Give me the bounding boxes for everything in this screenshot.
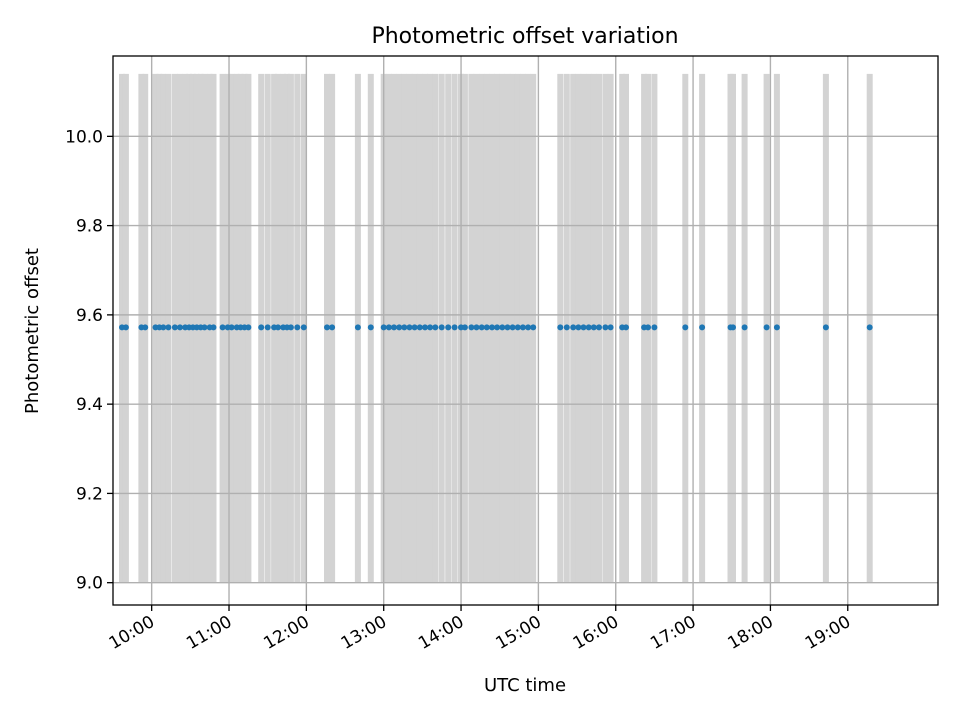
data-point: [287, 324, 294, 331]
data-point: [401, 324, 408, 331]
data-point: [380, 324, 387, 331]
x-tick-label: 14:00: [415, 612, 467, 654]
data-point: [575, 324, 582, 331]
data-point: [607, 324, 614, 331]
data-point: [416, 324, 423, 331]
data-point: [201, 324, 208, 331]
data-point: [557, 324, 564, 331]
data-point: [294, 324, 301, 331]
data-point: [122, 324, 129, 331]
data-point: [596, 324, 602, 331]
data-point: [264, 324, 271, 331]
data-point: [422, 324, 428, 331]
x-tick-label: 11:00: [183, 612, 235, 654]
data-point: [499, 324, 506, 331]
data-point: [590, 324, 597, 331]
data-point: [763, 324, 770, 331]
y-tick-label: 9.4: [76, 395, 103, 415]
data-point: [300, 324, 307, 331]
x-tick-label: 16:00: [570, 612, 622, 654]
data-point: [645, 324, 651, 331]
data-point: [468, 324, 475, 331]
data-point: [367, 324, 374, 331]
data-point: [219, 324, 226, 331]
x-tick-label: 12:00: [260, 612, 312, 654]
x-tick-label: 15:00: [492, 612, 544, 654]
data-point: [396, 324, 403, 331]
data-point: [699, 324, 706, 331]
y-tick-label: 9.2: [76, 484, 103, 504]
data-point: [258, 324, 265, 331]
x-tick-label: 13:00: [338, 612, 390, 654]
x-tick-label: 17:00: [647, 612, 699, 654]
x-tick-label: 18:00: [724, 612, 776, 654]
data-point: [160, 324, 167, 331]
grid-layer: [113, 56, 938, 605]
x-tick-label: 10:00: [106, 612, 158, 654]
data-point: [519, 324, 526, 331]
y-tick-label: 9.8: [76, 217, 103, 237]
data-point: [570, 324, 577, 331]
y-tick-label: 9.6: [76, 306, 103, 326]
data-point: [525, 324, 532, 331]
data-point: [438, 324, 445, 331]
data-point: [324, 324, 330, 331]
x-tick-label: 19:00: [802, 612, 854, 654]
data-point: [580, 324, 587, 331]
data-point: [651, 324, 658, 331]
data-point: [741, 324, 748, 331]
data-point: [773, 324, 780, 331]
y-tick-label: 9.0: [76, 574, 103, 594]
data-point: [165, 324, 172, 331]
data-point: [483, 324, 490, 331]
data-point: [730, 324, 736, 331]
data-point: [210, 324, 217, 331]
data-point: [329, 324, 336, 331]
chart-title: Photometric offset variation: [371, 24, 678, 49]
data-point: [478, 324, 485, 331]
data-point: [623, 324, 629, 331]
data-point: [461, 324, 468, 331]
points-layer: [119, 324, 873, 331]
data-point: [391, 324, 397, 331]
data-point: [585, 324, 592, 331]
data-point: [406, 324, 413, 331]
data-point: [563, 324, 570, 331]
data-point: [451, 324, 458, 331]
data-point: [432, 324, 439, 331]
data-point: [602, 324, 609, 331]
y-tick-label: 10.0: [65, 127, 103, 147]
data-point: [177, 324, 183, 331]
data-point: [385, 324, 392, 331]
data-point: [171, 324, 178, 331]
data-point: [866, 324, 873, 331]
data-point: [509, 324, 516, 331]
data-point: [245, 324, 252, 331]
data-point: [473, 324, 480, 331]
data-point: [228, 324, 235, 331]
data-point: [530, 324, 537, 331]
x-axis-label: UTC time: [484, 675, 566, 696]
data-point: [354, 324, 361, 331]
y-axis-label: Photometric offset: [22, 248, 43, 414]
plot-frame: [112, 55, 939, 606]
data-point: [411, 324, 418, 331]
data-point: [427, 324, 434, 331]
data-point: [445, 324, 452, 331]
data-point: [514, 324, 521, 331]
data-point: [504, 324, 511, 331]
data-point: [142, 324, 149, 331]
data-point: [489, 324, 495, 331]
data-point: [682, 324, 689, 331]
data-point: [822, 324, 829, 331]
data-point: [494, 324, 501, 331]
data-point: [275, 324, 281, 331]
